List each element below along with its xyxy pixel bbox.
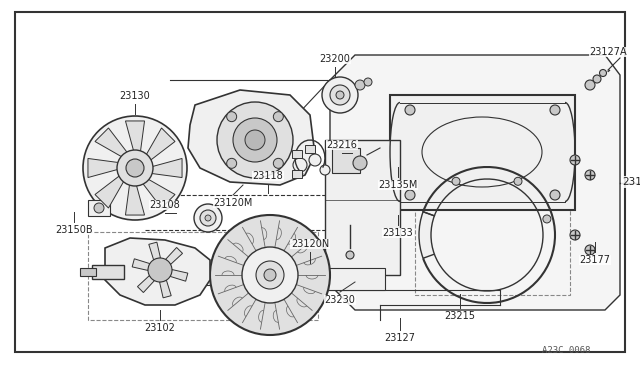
Circle shape: [346, 251, 354, 259]
Polygon shape: [159, 280, 172, 298]
Polygon shape: [95, 174, 127, 208]
Circle shape: [227, 158, 237, 169]
Circle shape: [256, 261, 284, 289]
Polygon shape: [125, 180, 145, 215]
Circle shape: [336, 91, 344, 99]
Text: 23102: 23102: [145, 323, 175, 333]
Circle shape: [593, 75, 601, 83]
Text: 23130: 23130: [120, 91, 150, 101]
Text: 23127A: 23127A: [589, 47, 627, 57]
Bar: [92, 265, 124, 279]
Circle shape: [94, 203, 104, 213]
Circle shape: [148, 258, 172, 282]
Text: 23215: 23215: [445, 311, 476, 321]
Polygon shape: [132, 259, 150, 270]
Circle shape: [514, 177, 522, 185]
Circle shape: [322, 77, 358, 113]
Text: A23C 0068: A23C 0068: [541, 346, 590, 355]
Bar: [80, 268, 96, 276]
Circle shape: [570, 155, 580, 165]
Circle shape: [309, 154, 321, 166]
Circle shape: [570, 230, 580, 240]
Circle shape: [550, 105, 560, 115]
Circle shape: [543, 215, 551, 223]
Polygon shape: [170, 270, 188, 281]
Circle shape: [117, 150, 153, 186]
Polygon shape: [330, 55, 620, 310]
Circle shape: [550, 190, 560, 200]
Bar: [292, 170, 302, 178]
Text: 23100: 23100: [622, 177, 640, 187]
Polygon shape: [88, 158, 123, 177]
Polygon shape: [105, 238, 210, 305]
Circle shape: [217, 102, 293, 178]
Text: 23133: 23133: [383, 228, 413, 238]
Text: 23216: 23216: [326, 140, 357, 150]
Polygon shape: [166, 247, 182, 264]
Circle shape: [293, 158, 307, 172]
Circle shape: [405, 105, 415, 115]
Text: 23108: 23108: [150, 200, 180, 210]
Circle shape: [585, 245, 595, 255]
Text: 23200: 23200: [319, 54, 351, 64]
Circle shape: [353, 156, 367, 170]
Circle shape: [320, 165, 330, 175]
Circle shape: [585, 170, 595, 180]
Circle shape: [600, 70, 607, 77]
Text: 23127: 23127: [385, 333, 415, 343]
Circle shape: [210, 215, 330, 335]
Text: 23150B: 23150B: [55, 225, 93, 235]
Text: 23118: 23118: [253, 171, 284, 181]
Circle shape: [205, 215, 211, 221]
Circle shape: [364, 78, 372, 86]
Polygon shape: [125, 121, 145, 156]
Circle shape: [330, 85, 350, 105]
Text: 23230: 23230: [324, 295, 355, 305]
Bar: [325, 268, 385, 290]
Bar: [88, 232, 318, 320]
Polygon shape: [147, 158, 182, 177]
Circle shape: [242, 247, 298, 303]
Circle shape: [194, 204, 222, 232]
Circle shape: [405, 190, 415, 200]
Bar: [325, 140, 400, 275]
Bar: [390, 95, 575, 210]
Polygon shape: [141, 176, 175, 208]
Circle shape: [585, 80, 595, 90]
Circle shape: [227, 112, 237, 122]
Circle shape: [355, 80, 365, 90]
Bar: [332, 148, 360, 173]
Polygon shape: [143, 128, 175, 162]
Circle shape: [126, 159, 144, 177]
Polygon shape: [148, 242, 161, 260]
Bar: [88, 200, 110, 216]
Bar: [305, 145, 315, 153]
Circle shape: [273, 112, 284, 122]
Text: 23120M: 23120M: [213, 198, 253, 208]
Circle shape: [83, 116, 187, 220]
Text: 23177: 23177: [579, 255, 611, 265]
Circle shape: [233, 118, 277, 162]
Bar: [415, 195, 570, 295]
Circle shape: [245, 130, 265, 150]
Polygon shape: [138, 276, 154, 292]
Polygon shape: [95, 128, 129, 160]
Wedge shape: [419, 212, 435, 258]
Bar: [292, 150, 302, 158]
Text: 23135M: 23135M: [378, 180, 418, 190]
Text: 23120N: 23120N: [291, 239, 329, 249]
Polygon shape: [188, 90, 315, 185]
Circle shape: [273, 158, 284, 169]
Circle shape: [452, 177, 460, 185]
Circle shape: [264, 269, 276, 281]
Circle shape: [200, 210, 216, 226]
